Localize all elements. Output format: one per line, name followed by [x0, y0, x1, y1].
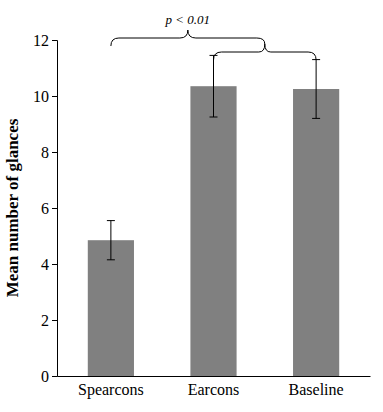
y-tick: 10 [33, 88, 57, 105]
y-axis: 0 2 4 6 8 10 12 [33, 32, 58, 385]
y-tick: 6 [41, 200, 57, 217]
y-tick: 8 [41, 144, 57, 161]
y-axis-line [52, 41, 58, 377]
plot-area: 0 2 4 6 8 10 12 Spearcons Earcons Baseline [33, 32, 371, 400]
y-axis-title: Mean number of glances [3, 118, 22, 297]
x-tick-label: Baseline [289, 381, 344, 398]
error-bar-stem [213, 55, 214, 117]
y-tick-label: 2 [41, 312, 49, 329]
x-tick-label: Earcons [188, 381, 240, 398]
x-tick: Baseline [289, 376, 344, 398]
significance-bracket [111, 30, 316, 60]
y-tick-mark [52, 40, 57, 41]
y-tick-label: 4 [41, 256, 49, 273]
error-bar [312, 60, 320, 119]
bar [88, 240, 134, 376]
error-bar-cap [107, 220, 115, 221]
y-tick-mark [52, 152, 57, 153]
error-bar-cap [210, 55, 218, 56]
y-tick-mark [52, 208, 57, 209]
marks [88, 55, 339, 376]
error-bar [107, 221, 115, 260]
y-tick-label: 6 [41, 200, 49, 217]
y-tick: 0 [41, 368, 57, 385]
error-bar-cap [107, 259, 115, 260]
bracket-main [111, 30, 265, 46]
y-tick: 2 [41, 312, 57, 329]
error-bar-stem [110, 221, 111, 260]
y-tick-label: 12 [33, 32, 49, 49]
x-tick: Earcons [188, 376, 240, 398]
bracket-sub [214, 44, 317, 60]
bar [190, 86, 236, 376]
x-axis-line [58, 376, 371, 377]
y-tick-label: 8 [41, 144, 49, 161]
error-bar-cap [312, 118, 320, 119]
y-tick: 4 [41, 256, 57, 273]
x-tick-label: Spearcons [78, 381, 144, 399]
y-tick-mark [52, 376, 57, 377]
bar [293, 89, 339, 376]
y-tick-label: 10 [33, 88, 49, 105]
annotation: p < 0.01 [165, 12, 211, 27]
chart-svg: 0 2 4 6 8 10 12 Spearcons Earcons Baseline Mean nu… [0, 0, 383, 412]
error-bar [210, 55, 218, 117]
x-tick: Spearcons [78, 376, 144, 399]
y-tick-mark [52, 264, 57, 265]
x-axis: Spearcons Earcons Baseline [58, 376, 371, 399]
y-tick-label: 0 [41, 368, 49, 385]
y-tick: 12 [33, 32, 57, 49]
y-tick-mark [52, 96, 57, 97]
y-tick-mark [52, 320, 57, 321]
error-bar-cap [210, 117, 218, 118]
error-bar-stem [316, 60, 317, 119]
